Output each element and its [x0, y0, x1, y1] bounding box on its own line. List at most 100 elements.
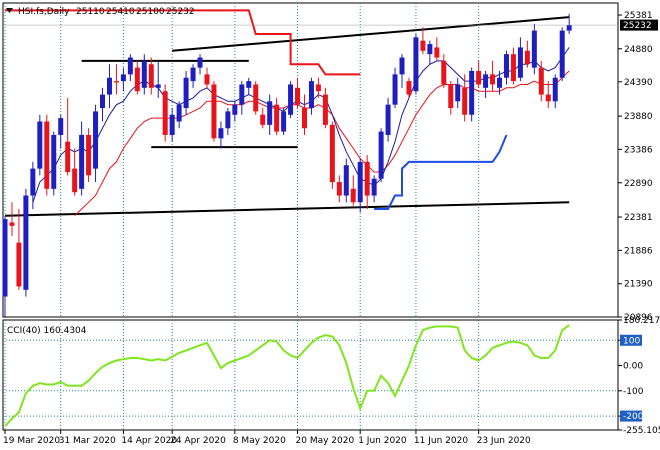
candle — [274, 97, 280, 135]
candle-body — [295, 87, 301, 105]
current-price-tag-bg — [620, 19, 658, 31]
candle — [37, 114, 43, 176]
candle-body — [239, 84, 245, 105]
header-symbol: HSI.fs,Daily — [18, 7, 70, 17]
cci-tick-label: 100 — [623, 336, 640, 346]
candle-body — [399, 57, 405, 75]
price-panel-frame — [2, 2, 619, 318]
candle-body — [503, 54, 509, 78]
candle-body — [343, 165, 349, 196]
candle-body — [329, 124, 335, 183]
candle-body — [350, 188, 356, 203]
candle-body — [392, 74, 398, 105]
candle — [329, 121, 335, 189]
trendline[interactable] — [172, 16, 570, 52]
candle — [162, 84, 168, 142]
candle — [434, 37, 440, 61]
candle-body — [211, 84, 217, 139]
candle-body — [441, 60, 447, 85]
candle-body — [385, 104, 391, 135]
candle — [524, 40, 530, 68]
price-tick-label: 21390 — [624, 280, 653, 290]
candle — [155, 60, 161, 98]
candle-body — [86, 134, 92, 176]
lower-step-line — [374, 134, 508, 210]
cci-tick-highlight — [620, 410, 642, 422]
upper-step-line — [5, 9, 361, 76]
price-tick-label: 25381 — [624, 11, 653, 21]
candle-body — [106, 77, 112, 95]
candle-body — [364, 161, 370, 196]
candle-body — [434, 47, 440, 58]
candle-body — [190, 67, 196, 82]
candle — [399, 54, 405, 88]
x-tick-label: 14 Apr 2020 — [121, 436, 177, 446]
candle — [148, 57, 154, 95]
price-tick-label: 24880 — [624, 45, 653, 55]
trendline[interactable] — [4, 201, 570, 217]
candle — [106, 64, 112, 109]
x-tick-label: 23 Jun 2020 — [477, 436, 531, 446]
triangle-down-icon[interactable] — [6, 8, 13, 13]
candle — [552, 74, 558, 109]
candle-body — [462, 87, 468, 115]
candle — [16, 209, 22, 290]
candle-body — [315, 84, 321, 92]
candle — [469, 67, 475, 122]
candle-body — [559, 30, 565, 78]
candle — [427, 40, 433, 65]
candle — [476, 60, 482, 88]
candle-body — [93, 111, 99, 169]
candle — [350, 175, 356, 206]
candle — [301, 94, 307, 135]
candle-body — [378, 131, 384, 179]
candle — [462, 74, 468, 122]
candle-body — [469, 70, 475, 115]
candle — [510, 47, 516, 85]
candle — [336, 175, 342, 203]
candle — [420, 27, 426, 55]
candle-body — [155, 84, 161, 88]
candle-body — [148, 64, 154, 88]
price-tick-label: 20896 — [624, 313, 653, 323]
candle — [322, 87, 328, 129]
candle-body — [127, 57, 133, 75]
price-tick-label: 22890 — [624, 179, 653, 189]
candle-body — [483, 74, 489, 88]
candle-body — [72, 168, 78, 193]
candle — [239, 81, 245, 115]
candle-body — [51, 134, 57, 189]
candle — [315, 77, 321, 98]
candle-body — [162, 91, 168, 135]
candle — [134, 60, 140, 95]
candle — [531, 23, 537, 75]
candle-body — [538, 67, 544, 95]
candle — [232, 101, 238, 122]
candle-body — [232, 104, 238, 115]
price-axis: 25381 24880 24390 23880 23386 22890 22381 21886… — [3, 11, 653, 323]
candle-body — [455, 84, 461, 102]
candle-body — [531, 30, 537, 68]
candle-body — [246, 81, 252, 88]
candle-body — [65, 141, 71, 172]
cci-tick-highlight — [620, 334, 642, 346]
candle — [497, 70, 503, 95]
candle-body — [510, 54, 516, 82]
candle-body — [176, 104, 182, 122]
price-tick-label: 24390 — [624, 78, 653, 88]
candle-body — [134, 67, 140, 92]
candle-body — [524, 50, 530, 65]
candle — [343, 158, 349, 203]
candle-body — [113, 81, 119, 83]
candle — [566, 13, 572, 34]
candle — [204, 67, 210, 88]
candle-body — [420, 40, 426, 51]
candle — [93, 104, 99, 183]
x-tick-label: 1 Jun 2020 — [358, 436, 407, 446]
candle-body — [322, 94, 328, 125]
candle-body — [281, 111, 287, 132]
candle — [538, 60, 544, 102]
candle-body — [406, 81, 412, 95]
candle — [72, 148, 78, 196]
